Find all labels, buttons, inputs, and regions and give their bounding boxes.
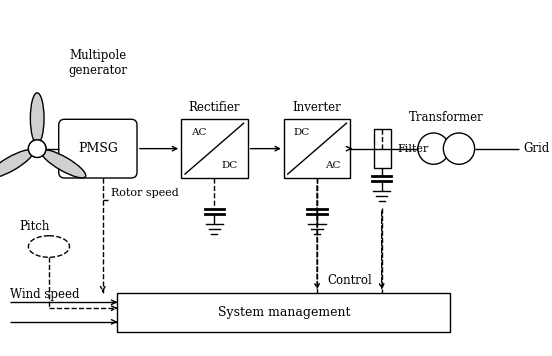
Ellipse shape <box>0 150 33 178</box>
Text: DC: DC <box>294 127 310 136</box>
Bar <box>374 129 391 168</box>
Text: PMSG: PMSG <box>78 142 118 155</box>
Text: System management: System management <box>217 305 350 319</box>
Text: Control: Control <box>327 274 371 287</box>
Bar <box>118 293 450 332</box>
Circle shape <box>443 133 475 164</box>
Text: DC: DC <box>221 161 238 170</box>
Text: Transformer: Transformer <box>409 111 484 124</box>
Text: Multipole
generator: Multipole generator <box>68 48 128 77</box>
Text: Rectifier: Rectifier <box>189 101 240 114</box>
Bar <box>181 119 248 178</box>
Circle shape <box>28 140 46 157</box>
Circle shape <box>418 133 449 164</box>
Text: Rotor speed: Rotor speed <box>110 188 178 198</box>
Ellipse shape <box>30 93 44 144</box>
Text: Wind speed: Wind speed <box>10 288 79 301</box>
Text: Pitch: Pitch <box>19 220 50 234</box>
Text: AC: AC <box>325 161 341 170</box>
Text: AC: AC <box>191 127 206 136</box>
Text: Filter: Filter <box>397 143 428 154</box>
Bar <box>284 119 351 178</box>
Ellipse shape <box>41 150 86 178</box>
FancyBboxPatch shape <box>59 119 137 178</box>
Circle shape <box>28 140 46 157</box>
Text: Inverter: Inverter <box>293 101 342 114</box>
Ellipse shape <box>28 236 70 257</box>
Text: Grid: Grid <box>524 142 550 155</box>
